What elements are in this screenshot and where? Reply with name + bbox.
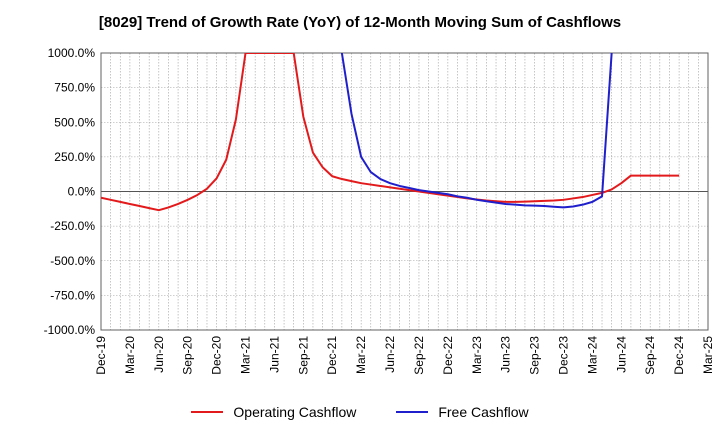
x-tick-label: Mar-24 <box>585 336 599 374</box>
x-tick-label: Mar-21 <box>239 336 253 374</box>
legend-swatch-operating-cashflow <box>191 411 224 413</box>
x-tick-label: Sep-23 <box>528 336 542 375</box>
x-tick-label: Dec-21 <box>325 336 339 375</box>
y-tick-label: -1000.0% <box>44 323 96 337</box>
x-tick-label: Dec-20 <box>210 336 224 375</box>
legend-swatch-free-cashflow <box>396 411 429 413</box>
y-tick-label: 1000.0% <box>48 46 96 60</box>
x-tick-label: Dec-23 <box>556 336 570 375</box>
x-tick-label: Sep-20 <box>181 336 195 375</box>
y-tick-label: 0.0% <box>68 185 96 199</box>
x-tick-label: Jun-23 <box>499 336 513 373</box>
x-tick-label: Jun-24 <box>614 336 628 373</box>
x-tick-label: Sep-22 <box>412 336 426 375</box>
x-tick-label: Jun-22 <box>383 336 397 373</box>
x-tick-label: Jun-21 <box>267 336 281 373</box>
y-tick-label: -500.0% <box>50 254 95 268</box>
legend-label-free-cashflow: Free Cashflow <box>438 404 529 420</box>
y-tick-label: 250.0% <box>54 150 95 164</box>
x-tick-label: Sep-24 <box>643 336 657 375</box>
x-tick-label: Mar-22 <box>354 336 368 374</box>
x-tick-label: Dec-24 <box>672 336 686 375</box>
x-tick-label: Mar-23 <box>470 336 484 374</box>
legend-label-operating-cashflow: Operating Cashflow <box>233 404 357 420</box>
x-tick-label: Mar-25 <box>701 336 715 374</box>
x-tick-label: Sep-21 <box>296 336 310 375</box>
y-tick-label: -750.0% <box>50 288 95 302</box>
legend-item-free-cashflow: Free Cashflow <box>396 404 529 420</box>
x-tick-label: Jun-20 <box>152 336 166 373</box>
y-tick-label: -250.0% <box>50 219 95 233</box>
chart-title: [8029] Trend of Growth Rate (YoY) of 12-… <box>98 14 622 31</box>
series-line-operating-cashflow <box>101 53 680 212</box>
series-line-free-cashflow <box>340 53 613 209</box>
legend-item-operating-cashflow: Operating Cashflow <box>191 404 356 420</box>
plot-border <box>100 52 709 331</box>
legend: Operating Cashflow Free Cashflow <box>0 404 720 420</box>
x-tick-label: Mar-20 <box>123 336 137 374</box>
x-tick-label: Dec-22 <box>441 336 455 375</box>
y-tick-label: 750.0% <box>54 81 95 95</box>
x-tick-label: Dec-19 <box>94 336 108 375</box>
y-tick-label: 500.0% <box>54 115 95 129</box>
